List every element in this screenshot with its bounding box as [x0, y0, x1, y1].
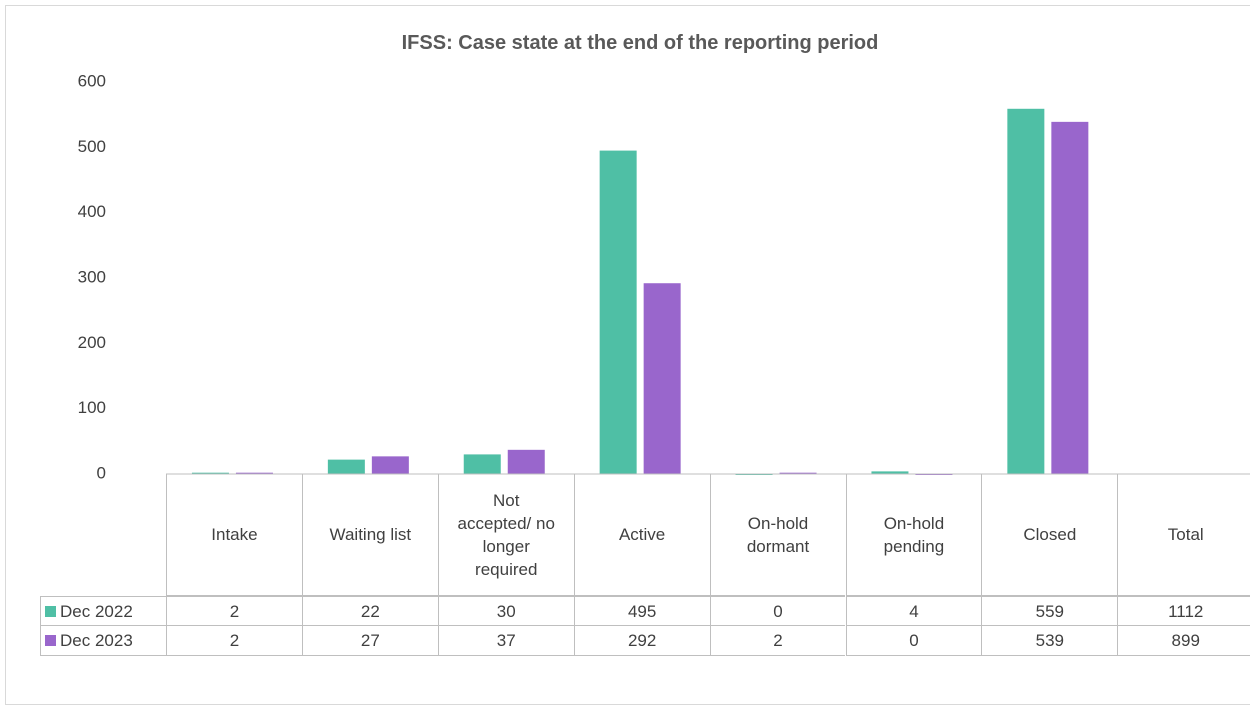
bar — [371, 456, 409, 474]
y-tick-label: 400 — [78, 202, 106, 221]
table-cell: 4 — [845, 596, 982, 626]
table-cell: 2 — [166, 596, 302, 626]
table-cell: 899 — [1117, 626, 1250, 656]
bar — [1051, 121, 1089, 474]
y-tick-label: 600 — [78, 71, 106, 90]
bar — [871, 471, 909, 474]
legend-entry: Dec 2022 — [40, 596, 166, 626]
table-header-cell: Active — [573, 474, 710, 596]
y-tick-label: 500 — [78, 137, 106, 156]
bar — [779, 472, 817, 474]
table-cell: 37 — [437, 626, 574, 656]
legend-key — [45, 635, 56, 646]
legend-key — [45, 605, 56, 617]
table-header-cell: Waiting list — [301, 474, 438, 596]
y-tick-label: 300 — [78, 267, 106, 286]
chart: 0 100 200 300 400 500 600 — [78, 71, 1250, 482]
bar — [507, 449, 545, 474]
legend-entry: Dec 2023 — [40, 626, 166, 656]
table-cell: 0 — [709, 596, 846, 626]
y-tick-label: 0 — [97, 463, 106, 482]
bar — [191, 472, 229, 474]
table-header-cell: Not accepted/ no longer required — [437, 474, 574, 596]
bar — [1007, 108, 1045, 474]
table-header-cell: On-hold dormant — [709, 474, 846, 596]
table-cell: 559 — [981, 596, 1118, 626]
bar — [235, 472, 273, 474]
table-header-cell: Intake — [166, 474, 302, 596]
table-cell: 539 — [981, 626, 1118, 656]
table-header-cell: Closed — [981, 474, 1118, 596]
bar — [463, 454, 501, 474]
table-cell: 30 — [437, 596, 574, 626]
bar — [599, 150, 637, 474]
table-cell: 27 — [301, 626, 438, 656]
table-header-cell: On-hold pending — [845, 474, 982, 596]
table-cell: 0 — [845, 626, 982, 656]
table-cell: 1112 — [1117, 596, 1250, 626]
page: IFSS: Case state at the end of the repor… — [5, 5, 1250, 705]
table-cell: 2 — [709, 626, 846, 656]
bar — [643, 283, 681, 474]
table-cell: 2 — [166, 626, 302, 656]
bar — [327, 459, 365, 474]
table-cell: 22 — [301, 596, 438, 626]
chart-title: IFSS: Case state at the end of the repor… — [401, 32, 879, 54]
table-cell: 292 — [573, 626, 710, 656]
y-tick-label: 200 — [78, 333, 106, 352]
y-tick-label: 100 — [78, 398, 106, 417]
table-cell: 495 — [573, 596, 710, 626]
table-header-cell: Total — [1117, 474, 1250, 596]
